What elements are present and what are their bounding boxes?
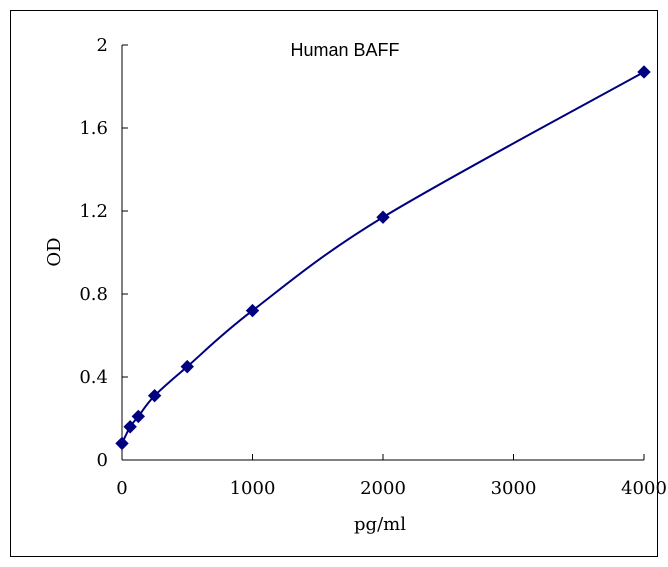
data-point <box>376 210 390 224</box>
x-tick-label: 4000 <box>621 478 667 499</box>
y-axis-title: OD <box>44 237 65 266</box>
x-tick-label: 1000 <box>230 478 276 499</box>
y-tick-label: 0.4 <box>79 367 108 388</box>
chart-frame <box>10 10 658 557</box>
y-tick-label: 1.2 <box>79 201 108 222</box>
x-tick-label: 3000 <box>491 478 537 499</box>
data-point <box>123 420 137 434</box>
fit-curve <box>121 71 645 444</box>
data-point <box>637 65 651 79</box>
data-point <box>131 409 146 424</box>
y-tick-label: 1.6 <box>79 118 108 139</box>
data-points <box>115 65 651 451</box>
chart-title: Human BAFF <box>290 40 399 60</box>
series-line <box>121 71 645 444</box>
data-point <box>180 359 194 374</box>
y-tick-label: 2 <box>97 35 108 56</box>
data-point <box>245 303 260 318</box>
y-tick-label: 0.8 <box>79 284 108 305</box>
axes: 0 0.4 0.8 1.2 1.6 2 0 1000 2000 3000 4000 <box>79 35 667 499</box>
x-axis-title: pg/ml <box>354 514 406 535</box>
data-point <box>147 388 162 403</box>
y-tick-label: 0 <box>97 450 108 471</box>
x-tick-label: 2000 <box>360 478 406 499</box>
data-point <box>115 436 129 451</box>
x-tick-label: 0 <box>116 478 127 499</box>
